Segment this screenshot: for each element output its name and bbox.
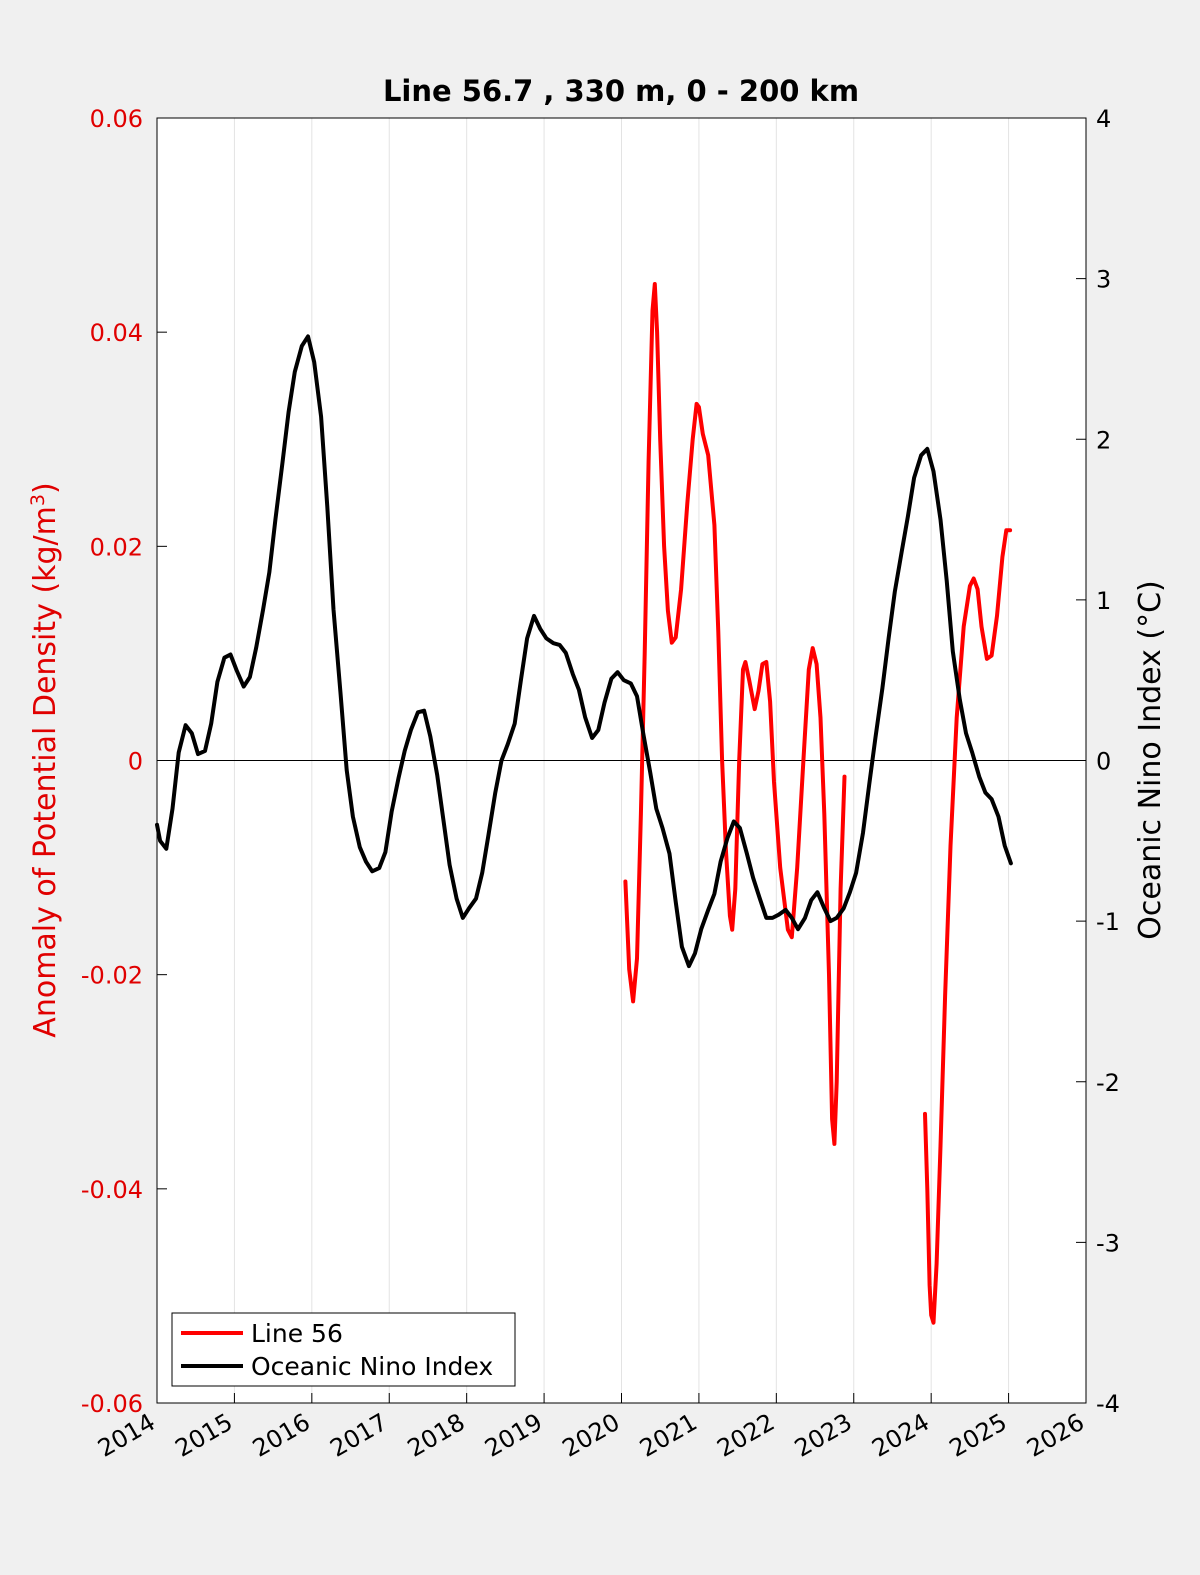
right-tick-label: -4 bbox=[1096, 1390, 1120, 1418]
left-tick-label: 0 bbox=[128, 748, 143, 776]
y-axis-left-label: Anomaly of Potential Density (kg/m3) bbox=[27, 482, 63, 1037]
right-tick-label: -3 bbox=[1096, 1229, 1120, 1257]
y-axis-left-label-superscript: 3 bbox=[27, 494, 49, 506]
right-tick-label: 0 bbox=[1096, 748, 1111, 776]
right-tick-label: -1 bbox=[1096, 908, 1120, 936]
left-tick-label: 0.04 bbox=[90, 319, 143, 347]
right-tick-label: 1 bbox=[1096, 587, 1111, 615]
left-tick-label: -0.06 bbox=[81, 1390, 143, 1418]
legend-box bbox=[171, 1312, 516, 1387]
y-axis-left-label-close: ) bbox=[28, 482, 63, 494]
left-tick-label: -0.02 bbox=[81, 962, 143, 990]
series-line-line56 bbox=[923, 528, 1013, 1325]
series-line-line56 bbox=[623, 282, 847, 1146]
right-tick-label: 4 bbox=[1096, 105, 1111, 133]
legend-label-line56: Line 56 bbox=[251, 1319, 343, 1348]
y-axis-left-label-main: Anomaly of Potential Density (kg/m bbox=[28, 506, 63, 1038]
series-layer bbox=[155, 282, 1013, 1325]
left-tick-label: 0.02 bbox=[90, 533, 143, 561]
chart-title: Line 56.7 , 330 m, 0 - 200 km bbox=[383, 74, 859, 108]
right-tick-label: -2 bbox=[1096, 1069, 1120, 1097]
series-line-oceanic-nino-index bbox=[155, 334, 1013, 969]
y-axis-right-label: Oceanic Nino Index (°C) bbox=[1133, 580, 1168, 940]
right-axis: 4 3 2 1 0 -1 -2 -3 -4 bbox=[1076, 105, 1120, 1418]
left-tick-label: -0.04 bbox=[81, 1176, 143, 1204]
right-tick-label: 3 bbox=[1096, 266, 1111, 294]
legend: Line 56 Oceanic Nino Index bbox=[171, 1312, 516, 1387]
right-tick-label: 2 bbox=[1096, 426, 1111, 454]
left-tick-label: 0.06 bbox=[90, 105, 143, 133]
legend-label-oni: Oceanic Nino Index bbox=[251, 1352, 493, 1381]
left-axis: 0.06 0.04 0.02 0 -0.02 -0.04 -0.06 bbox=[81, 105, 167, 1418]
